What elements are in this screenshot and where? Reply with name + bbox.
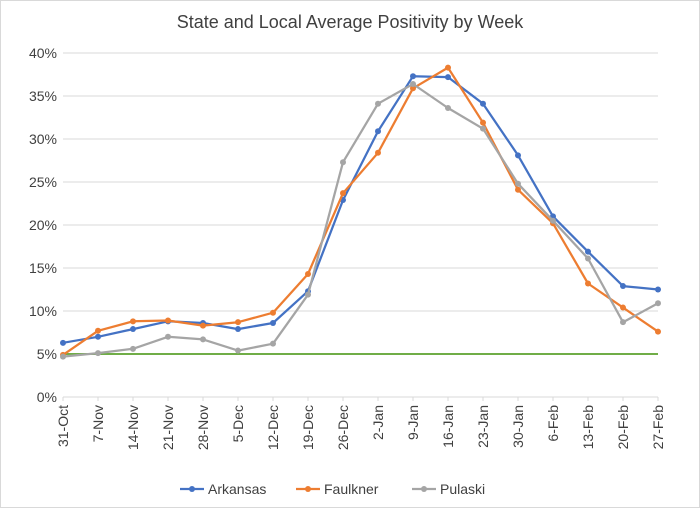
data-point-faulkner <box>515 186 521 193</box>
data-point-pulaski <box>130 345 136 352</box>
y-tick-label: 25% <box>29 174 57 190</box>
x-tick-label: 5-Dec <box>230 405 246 442</box>
data-point-pulaski <box>585 255 591 262</box>
x-tick-label: 28-Nov <box>195 405 211 450</box>
gridlines <box>63 52 658 398</box>
legend-label: Arkansas <box>208 481 266 497</box>
data-point-pulaski <box>60 353 66 360</box>
data-point-faulkner <box>445 64 451 71</box>
y-tick-label: 0% <box>37 389 57 405</box>
data-point-faulkner <box>480 119 486 126</box>
x-tick-label: 30-Jan <box>510 405 526 448</box>
data-point-faulkner <box>270 309 276 316</box>
data-point-pulaski <box>340 159 346 166</box>
data-point-faulkner <box>235 319 241 326</box>
data-point-faulkner <box>200 322 206 329</box>
data-point-pulaski <box>550 217 556 224</box>
y-tick-label: 30% <box>29 131 57 147</box>
data-point-pulaski <box>165 333 171 340</box>
data-point-pulaski <box>305 291 311 298</box>
data-point-arkansas <box>445 74 451 81</box>
data-point-pulaski <box>655 300 661 307</box>
data-point-pulaski <box>620 319 626 326</box>
data-point-arkansas <box>515 152 521 159</box>
y-tick-label: 35% <box>29 88 57 104</box>
data-point-arkansas <box>585 248 591 255</box>
y-axis-ticks: 0% 5% 10% 15% 20% 25% 30% 35% 40% <box>29 45 57 405</box>
x-tick-label: 6-Feb <box>545 405 561 442</box>
legend-item-arkansas: Arkansas <box>180 481 266 497</box>
data-point-arkansas <box>235 326 241 333</box>
x-tick-label: 2-Jan <box>370 405 386 440</box>
series-pulaski <box>60 80 661 360</box>
data-point-faulkner <box>620 304 626 311</box>
x-tick-label: 13-Feb <box>580 405 596 450</box>
series-group <box>60 64 661 360</box>
data-point-faulkner <box>655 328 661 335</box>
y-tick-label: 10% <box>29 303 57 319</box>
legend-swatch-marker <box>305 486 311 492</box>
x-tick-label: 16-Jan <box>440 405 456 448</box>
data-point-pulaski <box>375 100 381 107</box>
legend-item-pulaski: Pulaski <box>412 481 485 497</box>
x-tick-label: 26-Dec <box>335 405 351 450</box>
x-tick-label: 9-Jan <box>405 405 421 440</box>
series-line-pulaski <box>62 82 659 358</box>
series-line-faulkner <box>62 66 659 356</box>
data-point-faulkner <box>95 327 101 334</box>
data-point-faulkner <box>305 271 311 278</box>
chart-title: State and Local Average Positivity by We… <box>177 12 525 32</box>
data-point-pulaski <box>515 180 521 187</box>
y-tick-label: 5% <box>37 346 57 362</box>
x-tick-label: 21-Nov <box>160 405 176 450</box>
data-point-pulaski <box>270 340 276 347</box>
data-point-arkansas <box>410 73 416 80</box>
y-tick-label: 15% <box>29 260 57 276</box>
legend-item-faulkner: Faulkner <box>296 481 379 497</box>
x-tick-label: 7-Nov <box>90 405 106 442</box>
data-point-arkansas <box>375 128 381 135</box>
x-tick-label: 12-Dec <box>265 405 281 450</box>
data-point-faulkner <box>165 317 171 324</box>
data-point-arkansas <box>620 283 626 290</box>
x-tick-label: 20-Feb <box>615 405 631 450</box>
series-line-arkansas <box>62 75 659 344</box>
data-point-arkansas <box>270 320 276 327</box>
data-point-faulkner <box>340 190 346 197</box>
data-point-faulkner <box>585 280 591 287</box>
data-point-arkansas <box>95 333 101 340</box>
legend-label: Pulaski <box>440 481 485 497</box>
x-tick-label: 14-Nov <box>125 405 141 450</box>
data-point-faulkner <box>130 318 136 325</box>
legend-swatch-marker <box>189 486 195 492</box>
series-faulkner <box>60 64 661 358</box>
data-point-pulaski <box>410 80 416 87</box>
data-point-arkansas <box>655 286 661 293</box>
data-point-arkansas <box>130 326 136 333</box>
data-point-pulaski <box>95 350 101 357</box>
x-tick-label: 23-Jan <box>475 405 491 448</box>
x-axis-ticks: 31-Oct 7-Nov 14-Nov 21-Nov 28-Nov 5-Dec 12-Dec… <box>55 397 666 450</box>
data-point-pulaski <box>480 125 486 132</box>
legend-swatch-marker <box>421 486 427 492</box>
x-tick-label: 31-Oct <box>55 405 71 447</box>
legend-label: Faulkner <box>324 481 379 497</box>
data-point-arkansas <box>60 339 66 346</box>
x-tick-label: 27-Feb <box>650 405 666 450</box>
series-arkansas <box>60 73 661 346</box>
legend: Arkansas Faulkner Pulaski <box>180 481 485 497</box>
data-point-faulkner <box>375 149 381 156</box>
data-point-faulkner <box>410 85 416 92</box>
data-point-pulaski <box>235 347 241 354</box>
y-tick-label: 20% <box>29 217 57 233</box>
data-point-pulaski <box>445 105 451 112</box>
x-tick-label: 19-Dec <box>300 405 316 450</box>
data-point-arkansas <box>480 100 486 107</box>
y-tick-label: 40% <box>29 45 57 61</box>
data-point-pulaski <box>200 336 206 343</box>
